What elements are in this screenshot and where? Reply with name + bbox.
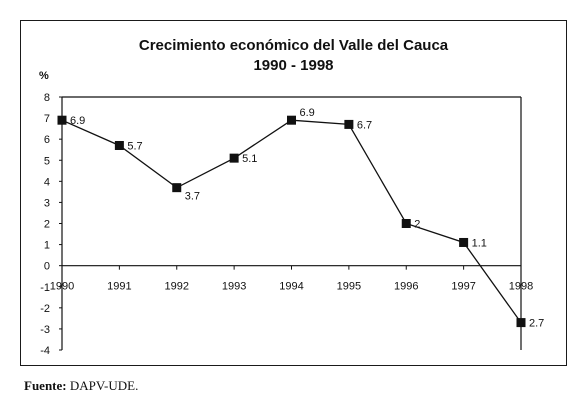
y-tick-label: 1	[44, 240, 50, 252]
y-tick-label: -2	[40, 303, 50, 315]
y-axis-label: %	[39, 70, 49, 82]
data-label: 1.1	[472, 237, 487, 249]
x-tick-label: 1993	[222, 281, 246, 293]
y-tick-label: -4	[40, 345, 50, 357]
y-tick-label: 6	[44, 134, 50, 146]
data-label: 3.7	[185, 191, 200, 203]
source-note: Fuente: DAPV-UDE.	[24, 378, 138, 394]
y-tick-label: 3	[44, 197, 50, 209]
data-point-marker	[172, 183, 182, 193]
y-tick-label: -3	[40, 324, 50, 336]
y-tick-label: -1	[40, 282, 50, 294]
data-label: 5.1	[242, 153, 257, 165]
source-label: Fuente:	[24, 378, 67, 393]
data-point-marker	[401, 219, 411, 228]
y-tick-label: 7	[44, 113, 50, 125]
x-tick-label: 1997	[451, 281, 475, 293]
y-tick-label: 4	[44, 176, 50, 188]
data-point-marker	[57, 115, 67, 125]
y-tick-label: 8	[44, 92, 50, 104]
x-tick-label: 1995	[337, 281, 361, 293]
data-label: 2.7	[529, 318, 544, 330]
data-point-marker	[114, 140, 124, 150]
data-label: 5.7	[127, 140, 142, 152]
data-label: 6.7	[357, 119, 372, 131]
chart-subtitle: 1990 - 1998	[253, 57, 334, 74]
x-tick-label: 1991	[107, 281, 131, 293]
y-tick-label: 2	[44, 219, 50, 231]
y-tick-label: 0	[44, 261, 50, 273]
source-text: DAPV-UDE.	[69, 378, 139, 393]
x-tick-label: 1996	[394, 281, 418, 293]
x-tick-label: 1998	[509, 281, 533, 293]
data-label: 6.9	[300, 107, 315, 119]
data-point-marker	[344, 119, 354, 129]
data-label: 2	[414, 219, 420, 231]
chart-title: Crecimiento económico del Valle del Cauc…	[138, 37, 449, 54]
data-point-marker	[516, 318, 526, 328]
y-tick-label: 5	[44, 155, 50, 167]
data-label: 6.9	[70, 115, 85, 127]
x-tick-label: 1992	[165, 281, 189, 293]
data-point-marker	[287, 115, 296, 125]
x-tick-label: 1990	[50, 281, 74, 293]
x-tick-label: 1994	[279, 281, 303, 293]
data-point-marker	[459, 237, 469, 247]
chart-frame	[20, 20, 567, 366]
data-point-marker	[229, 153, 239, 163]
